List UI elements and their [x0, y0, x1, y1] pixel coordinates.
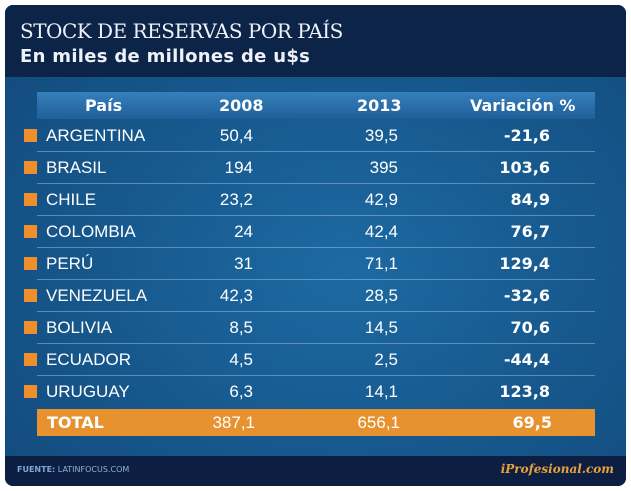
variation-value: 123,8: [499, 382, 550, 401]
logo: iProfesional.com: [500, 462, 614, 476]
total-row: TOTAL 387,1 656,1 69,5: [37, 409, 595, 436]
country-name: CHILE: [46, 190, 97, 209]
variation-value: -32,6: [503, 286, 550, 305]
value-2013: 42,4: [364, 222, 398, 241]
value-2013: 42,9: [364, 190, 398, 209]
source: FUENTE: LATINFOCUS.COM: [17, 465, 129, 474]
table-row: PERÚ 31 71,1 129,4: [20, 248, 595, 280]
value-2008: 194: [224, 158, 253, 177]
value-2008: 8,5: [229, 318, 253, 337]
total-2008: 387,1: [212, 413, 255, 432]
value-2008: 31: [234, 254, 253, 273]
total-variation: 69,5: [512, 413, 552, 432]
table-row: VENEZUELA 42,3 28,5 -32,6: [20, 280, 595, 312]
value-2013: 71,1: [364, 254, 398, 273]
value-2008: 6,3: [229, 382, 253, 401]
value-2008: 23,2: [219, 190, 253, 209]
header: STOCK DE RESERVAS POR PAÍS En miles de m…: [5, 5, 626, 77]
variation-value: 70,6: [510, 318, 550, 337]
total-label: TOTAL: [47, 413, 104, 432]
table-row: URUGUAY 6,3 14,1 123,8: [20, 376, 595, 408]
table-row: BOLIVIA 8,5 14,5 70,6: [20, 312, 595, 344]
value-2008: 42,3: [219, 286, 253, 305]
country-name: ARGENTINA: [46, 126, 146, 145]
country-name: ECUADOR: [46, 350, 132, 369]
total-2013: 656,1: [357, 413, 400, 432]
row-marker: [24, 321, 37, 334]
row-divider: [37, 279, 595, 280]
value-2008: 24: [234, 222, 253, 241]
row-marker: [24, 257, 37, 270]
country-name: COLOMBIA: [46, 222, 136, 241]
column-header-2008: 2008: [219, 96, 264, 115]
row-divider: [37, 151, 595, 152]
infographic-card: STOCK DE RESERVAS POR PAÍS En miles de m…: [5, 5, 626, 486]
row-divider: [37, 375, 595, 376]
value-2013: 14,1: [364, 382, 398, 401]
source-label: FUENTE:: [17, 465, 56, 474]
variation-value: 103,6: [499, 158, 550, 177]
chart-title: STOCK DE RESERVAS POR PAÍS: [20, 19, 343, 43]
row-marker: [24, 129, 37, 142]
value-2008: 50,4: [219, 126, 253, 145]
table-row: CHILE 23,2 42,9 84,9: [20, 184, 595, 216]
row-divider: [37, 311, 595, 312]
value-2013: 39,5: [364, 126, 398, 145]
country-name: BRASIL: [46, 158, 107, 177]
value-2008: 4,5: [229, 350, 253, 369]
row-divider: [37, 343, 595, 344]
row-divider: [37, 215, 595, 216]
source-text: LATINFOCUS.COM: [57, 465, 130, 474]
country-name: URUGUAY: [46, 382, 130, 401]
chart-subtitle: En miles de millones de u$s: [20, 46, 311, 67]
variation-value: 76,7: [510, 222, 550, 241]
row-divider: [37, 247, 595, 248]
variation-value: 84,9: [510, 190, 550, 209]
row-marker: [24, 225, 37, 238]
value-2013: 28,5: [364, 286, 398, 305]
column-header-country: País: [85, 96, 123, 115]
table-header: País 2008 2013 Variación %: [37, 92, 595, 119]
variation-value: 129,4: [499, 254, 550, 273]
value-2013: 2,5: [374, 350, 398, 369]
column-header-2013: 2013: [357, 96, 402, 115]
country-name: PERÚ: [46, 254, 94, 273]
row-marker: [24, 353, 37, 366]
row-marker: [24, 385, 37, 398]
variation-value: -44,4: [503, 350, 550, 369]
row-marker: [24, 289, 37, 302]
table-row: BRASIL 194 395 103,6: [20, 152, 595, 184]
table-row: COLOMBIA 24 42,4 76,7: [20, 216, 595, 248]
row-marker: [24, 161, 37, 174]
value-2013: 14,5: [364, 318, 398, 337]
table-row: ARGENTINA 50,4 39,5 -21,6: [20, 120, 595, 152]
table-row: ECUADOR 4,5 2,5 -44,4: [20, 344, 595, 376]
footer: FUENTE: LATINFOCUS.COM iProfesional.com: [5, 456, 626, 486]
country-name: VENEZUELA: [46, 286, 148, 305]
variation-value: -21,6: [503, 126, 550, 145]
row-divider: [37, 183, 595, 184]
value-2013: 395: [369, 158, 398, 177]
column-header-variation: Variación %: [470, 96, 576, 115]
row-marker: [24, 193, 37, 206]
country-name: BOLIVIA: [46, 318, 113, 337]
